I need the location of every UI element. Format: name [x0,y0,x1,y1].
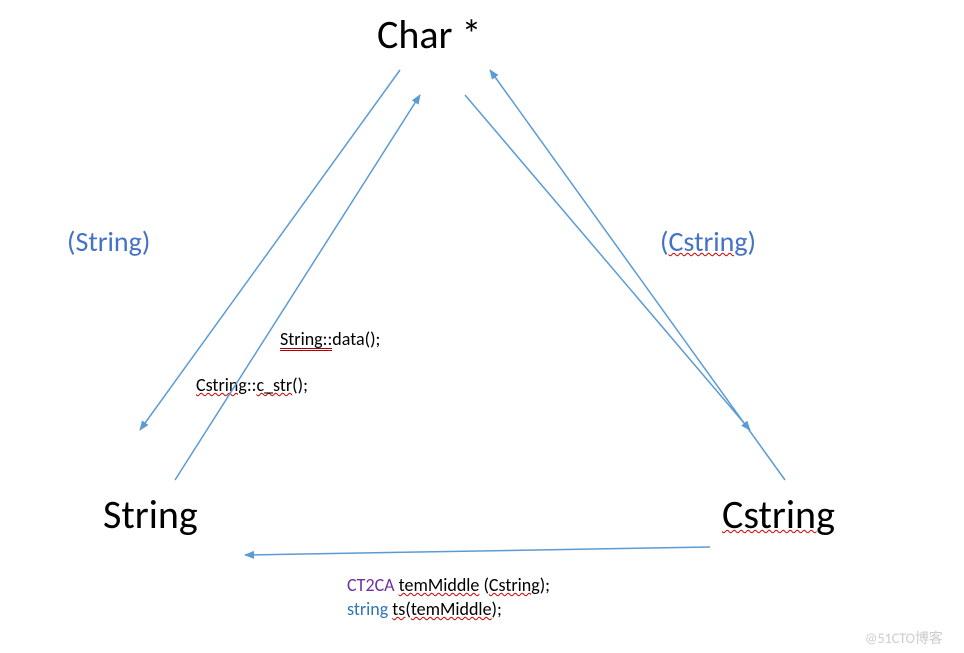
paren-open: ( [660,224,669,259]
method-string-prefix: String:: [280,330,332,351]
code-segment: ( [479,574,489,596]
code-segment: ); [492,598,502,620]
method-cstring-sep: :: [247,374,257,396]
code-segment: Cstring [489,574,540,596]
code-segment: ); [540,574,550,596]
arrows-layer [0,0,964,653]
code-segment: CT2CA [347,574,399,596]
arrow-line [245,547,710,555]
method-cstring-cstr: Cstring::c_str(); [196,374,308,396]
method-cstring-tail: (); [292,374,308,396]
paren-close: ) [748,224,757,259]
node-cstring: Cstring [722,490,835,539]
node-string: String [103,490,198,539]
arrow-line [465,95,750,430]
code-segment: temMiddle [411,598,492,620]
code-segment: temMiddle [399,574,480,596]
code-segment: ts [392,598,405,620]
node-cstring-text: Cstring [722,490,835,539]
method-string-data: String::data(); [280,328,380,351]
edge-label-cstring-cast: (Cstring) [660,224,756,259]
arrow-line [175,95,420,480]
arrow-line [490,70,785,480]
edge-label-string-cast: (String) [67,224,150,259]
edge-label-cstring-text: Cstring [669,224,748,259]
code-segment: string [347,598,392,620]
watermark: @51CTO博客 [865,628,943,648]
code-line-2: string ts(temMiddle); [347,598,502,620]
code-line-1: CT2CA temMiddle (Cstring); [347,574,550,596]
method-string-fn: data(); [332,328,380,350]
method-cstring-prefix: Cstring [196,374,247,396]
node-char-star: Char * [377,10,481,59]
method-cstring-fn: c_str [256,374,292,396]
